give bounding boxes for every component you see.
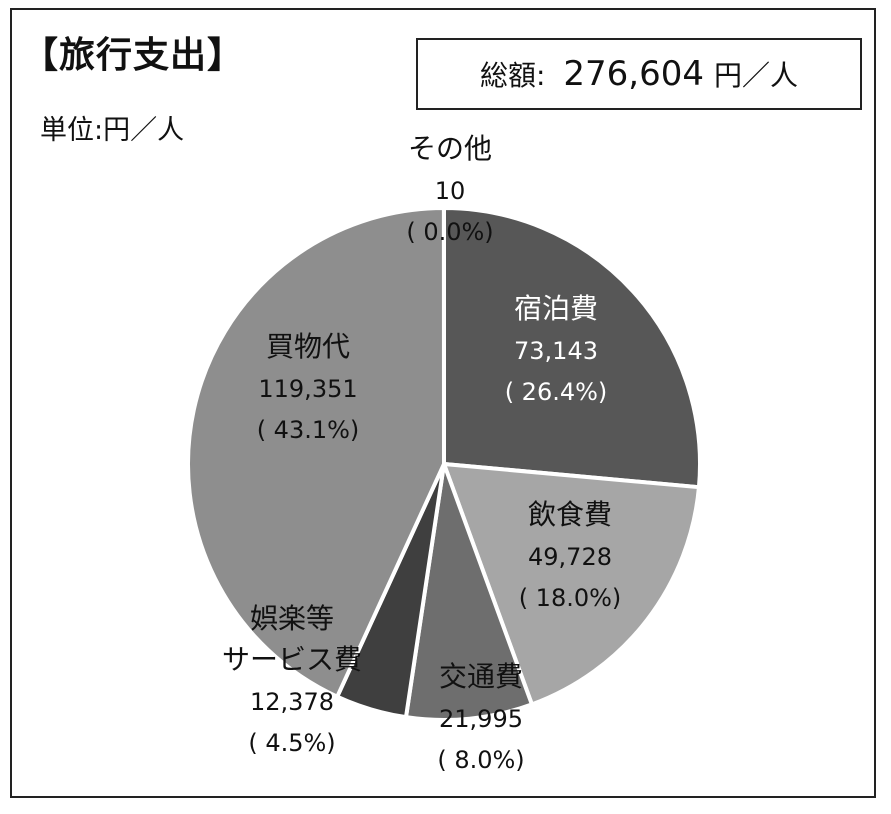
- slice-name-label-1-0: 飲食費: [528, 498, 612, 531]
- pie-slice-1: [442, 462, 701, 707]
- total-unit: 円／人: [714, 59, 799, 92]
- slice-pct-label-1: ( 18.0%): [519, 584, 622, 612]
- unit-label: 単位:円／人: [40, 115, 185, 146]
- total-label: 総額:: [479, 59, 546, 92]
- slice-pct-label-0: ( 26.4%): [505, 378, 608, 406]
- slice-value-label-2: 21,995: [439, 705, 523, 733]
- slice-name-label-5-0: その他: [408, 132, 492, 165]
- slice-pct-label-4: ( 43.1%): [257, 416, 360, 444]
- total-value: 276,604: [563, 54, 705, 94]
- slice-name-label-4-0: 買物代: [266, 330, 350, 363]
- slice-pct-label-2: ( 8.0%): [437, 746, 524, 774]
- slice-label-group-2: 交通費 21,995 ( 8.0%): [437, 660, 524, 774]
- chart-title: 【旅行支出】: [22, 35, 245, 76]
- slice-name-label-3-0: 娯楽等: [250, 602, 334, 635]
- slice-name-label-3-1: サービス費: [222, 643, 362, 676]
- slice-value-label-5: 10: [435, 177, 466, 205]
- pie-slice-2: [403, 462, 534, 722]
- slice-name-label-0-0: 宿泊費: [514, 292, 598, 325]
- slice-name-label-2-0: 交通費: [439, 660, 523, 693]
- slice-label-group-0: 宿泊費 73,143 ( 26.4%): [505, 292, 608, 406]
- pie-slice-0: [442, 206, 702, 490]
- slice-value-label-0: 73,143: [514, 337, 598, 365]
- slice-value-label-1: 49,728: [528, 543, 612, 571]
- pie-slice-4: [186, 206, 446, 699]
- slice-pct-label-3: ( 4.5%): [248, 729, 335, 757]
- slice-value-label-4: 119,351: [258, 375, 357, 403]
- slice-label-group-4: 買物代 119,351 ( 43.1%): [257, 330, 360, 444]
- slice-value-label-3: 12,378: [250, 688, 334, 716]
- slice-pct-label-5: ( 0.0%): [406, 218, 493, 246]
- slice-label-group-5: その他 10 ( 0.0%): [406, 132, 493, 246]
- slice-label-group-1: 飲食費 49,728 ( 18.0%): [519, 498, 622, 612]
- total-box: 総額: 276,604 円／人: [416, 38, 862, 110]
